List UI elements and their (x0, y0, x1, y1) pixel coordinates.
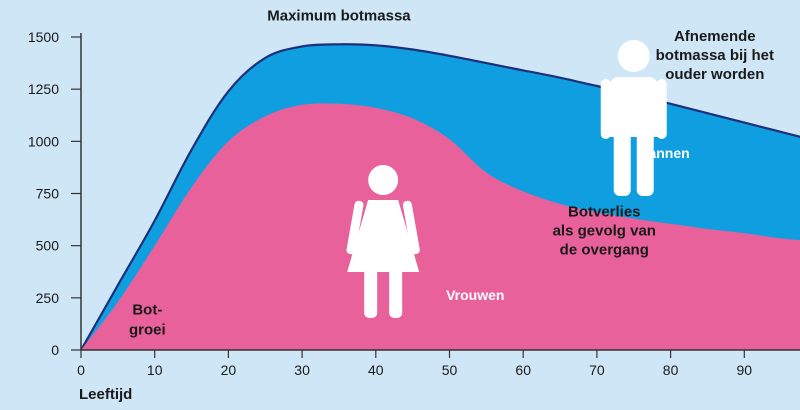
y-tick-label: 1250 (28, 81, 59, 97)
annotation-maximum: Maximum botmassa (267, 7, 411, 24)
x-tick-label: 50 (442, 362, 458, 378)
y-tick-label: 500 (36, 238, 60, 254)
x-tick-label: 90 (737, 362, 753, 378)
label-vrouwen: Vrouwen (446, 287, 504, 303)
woman-figure-icon (346, 165, 420, 318)
x-axis-label: Leeftijd (79, 386, 132, 403)
annotation-botverlies: Botverlies als gevolg van de overgang (553, 203, 656, 258)
x-tick-label: 80 (663, 362, 679, 378)
x-tick-label: 40 (368, 362, 384, 378)
figures-layer (346, 40, 667, 318)
annotation-botgroei: Bot-groei (129, 302, 166, 339)
x-tick-label: 10 (147, 362, 163, 378)
label-mannen: Mannen (637, 145, 690, 161)
y-tick-label: 0 (51, 342, 59, 358)
x-tick-label: 30 (294, 362, 310, 378)
annotations-layer: Maximum botmassa Afnemende botmassa bij he… (129, 7, 774, 338)
man-figure-icon (600, 40, 667, 196)
area-layer (80, 43, 800, 351)
y-tick-label: 1500 (28, 29, 59, 45)
x-tick-label: 0 (77, 362, 85, 378)
x-tick-label: 70 (589, 362, 605, 378)
x-tick-label: 60 (515, 362, 531, 378)
y-tick-label: 1000 (28, 133, 59, 149)
annotation-afnemende: Afnemende botmassa bij het ouder worden (656, 28, 774, 83)
series-area-vrouwen (81, 103, 800, 350)
y-tick-label: 250 (36, 290, 60, 306)
y-tick-label: 750 (36, 186, 60, 202)
axes-layer: 0 250 500 750 1000 1250 1500 0 10 20 30 40 50 60 70 80 9… (28, 29, 800, 403)
series-line-mannen (80, 43, 800, 351)
x-tick-label: 20 (221, 362, 237, 378)
